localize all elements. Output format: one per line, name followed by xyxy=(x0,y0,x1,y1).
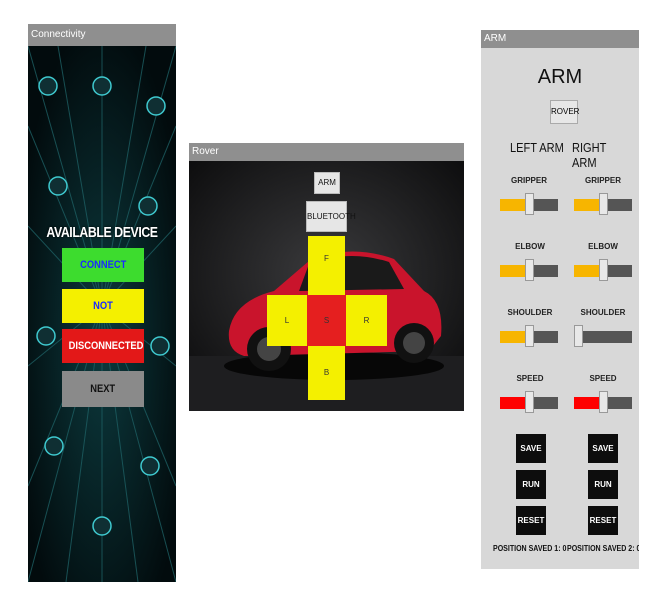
arm-screen: ARM ARM ROVER LEFT ARM RIGHT ARM GRIPPER… xyxy=(481,30,639,569)
connect-label: CONNECT xyxy=(79,259,127,271)
slider-thumb[interactable] xyxy=(599,259,608,281)
right-elbow-slider[interactable] xyxy=(574,257,632,283)
slider-thumb[interactable] xyxy=(525,325,534,347)
rover-screen: Rover ARM BLUETOOTH F L S R B xyxy=(189,143,464,411)
back-button[interactable]: B xyxy=(308,346,345,400)
next-button[interactable]: NEXT xyxy=(62,371,144,407)
connect-button[interactable]: CONNECT xyxy=(62,248,144,282)
left-elbow-label: ELBOW xyxy=(515,242,545,251)
right-reset-button[interactable]: RESET xyxy=(588,506,618,535)
right-run-button[interactable]: RUN xyxy=(588,470,618,499)
slider-thumb[interactable] xyxy=(525,391,534,413)
bluetooth-button[interactable]: BLUETOOTH xyxy=(306,201,356,232)
right-elbow-label: ELBOW xyxy=(588,242,618,251)
connectivity-title: Connectivity xyxy=(28,24,176,46)
slider-thumb[interactable] xyxy=(525,193,534,215)
left-save-button[interactable]: SAVE xyxy=(516,434,546,463)
disconnected-label: DISCONNECTED xyxy=(68,340,144,352)
left-speed-slider[interactable] xyxy=(500,389,558,415)
next-label: NEXT xyxy=(90,383,116,395)
slider-thumb[interactable] xyxy=(599,391,608,413)
slider-thumb[interactable] xyxy=(525,259,534,281)
arm-heading: ARM xyxy=(537,66,583,88)
slider-fill xyxy=(574,265,604,277)
right-gripper-slider[interactable] xyxy=(574,191,632,217)
available-device-heading: AVAILABLE DEVICE xyxy=(46,224,158,241)
slider-thumb[interactable] xyxy=(574,325,583,347)
left-reset-button[interactable]: RESET xyxy=(516,506,546,535)
left-button[interactable]: L xyxy=(267,295,307,346)
right-speed-label: SPEED xyxy=(589,374,617,383)
slider-fill xyxy=(500,331,530,343)
right-shoulder-label: SHOULDER xyxy=(580,308,626,317)
right-shoulder-slider[interactable] xyxy=(574,323,632,349)
right-button[interactable]: R xyxy=(346,295,387,346)
right-position-saved-text: POSITION SAVED 2: 0 xyxy=(567,544,639,553)
right-save-button[interactable]: SAVE xyxy=(588,434,618,463)
slider-fill xyxy=(500,397,530,409)
right-gripper-label: GRIPPER xyxy=(584,176,621,185)
left-shoulder-slider[interactable] xyxy=(500,323,558,349)
right-arm-heading: RIGHT ARM xyxy=(572,140,607,170)
left-position-saved-text: POSITION SAVED 1: 0 xyxy=(493,544,567,553)
right-speed-slider[interactable] xyxy=(574,389,632,415)
slider-track xyxy=(574,331,632,343)
arm-button[interactable]: ARM xyxy=(314,172,340,194)
slider-fill xyxy=(500,199,530,211)
left-gripper-label: GRIPPER xyxy=(510,176,547,185)
left-arm-heading: LEFT ARM xyxy=(510,140,564,155)
left-gripper-slider[interactable] xyxy=(500,191,558,217)
slider-thumb[interactable] xyxy=(599,193,608,215)
arm-title: ARM xyxy=(481,30,639,48)
rover-title: Rover xyxy=(189,143,464,161)
left-speed-label: SPEED xyxy=(516,374,544,383)
network-background-image xyxy=(28,46,176,582)
left-run-button[interactable]: RUN xyxy=(516,470,546,499)
rover-button[interactable]: ROVER xyxy=(550,100,579,124)
forward-button[interactable]: F xyxy=(308,236,345,296)
stop-button[interactable]: S xyxy=(307,295,346,346)
slider-fill xyxy=(574,199,604,211)
left-elbow-slider[interactable] xyxy=(500,257,558,283)
left-shoulder-label: SHOULDER xyxy=(507,308,553,317)
disconnected-status: DISCONNECTED xyxy=(62,329,144,363)
connectivity-screen: Connectivity AVAILABLE DEVI xyxy=(28,24,176,582)
slider-fill xyxy=(574,397,604,409)
slider-fill xyxy=(500,265,530,277)
not-connected-status: NOT CONNECTED xyxy=(62,289,144,346)
